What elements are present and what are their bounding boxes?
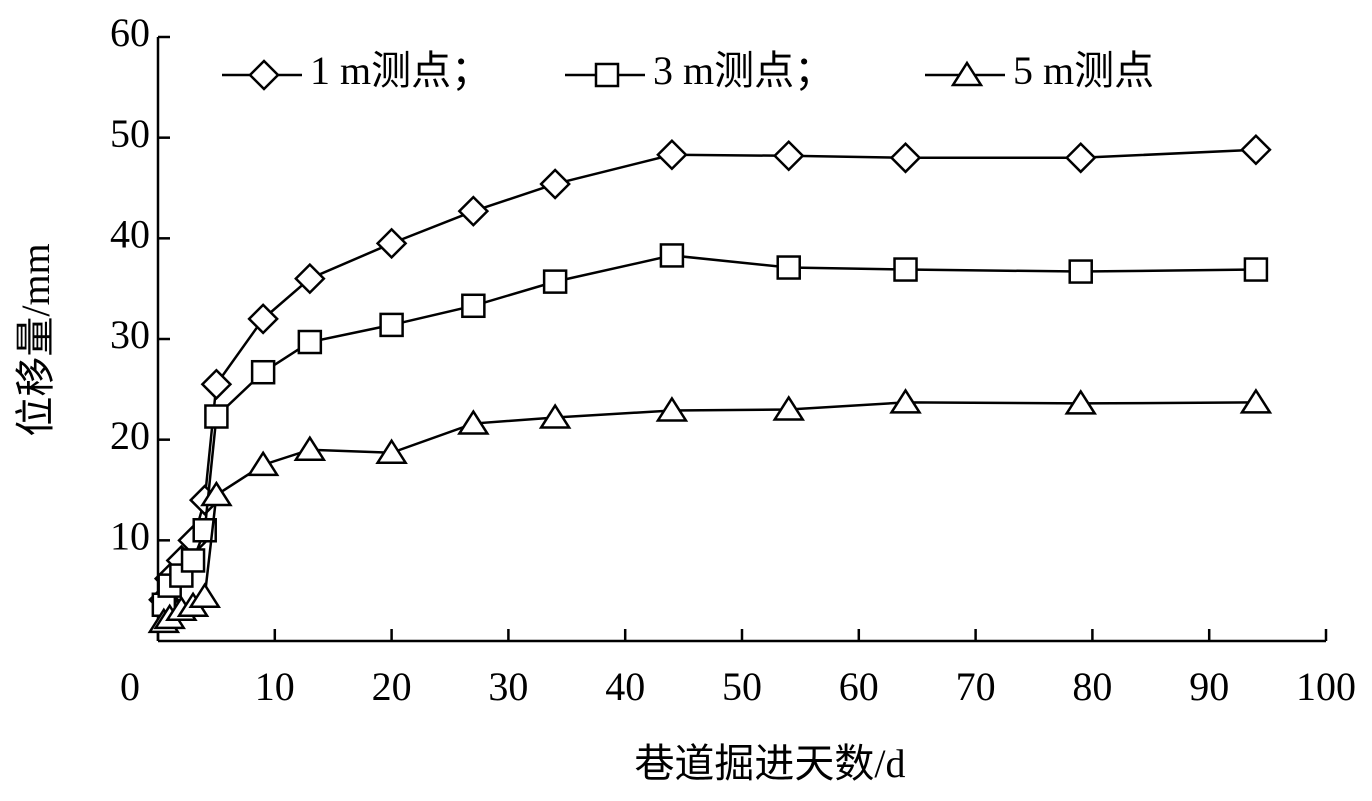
marker — [656, 139, 688, 171]
marker — [655, 396, 689, 422]
x-tick-label: 40 — [605, 664, 645, 709]
marker — [204, 404, 229, 429]
marker — [1064, 389, 1097, 415]
marker — [1240, 133, 1272, 166]
x-tick-label: 80 — [1072, 664, 1112, 709]
marker — [375, 438, 408, 465]
marker — [297, 329, 323, 355]
marker — [542, 269, 568, 294]
y-tick-label: 60 — [110, 10, 150, 55]
x-tick-label: 50 — [722, 664, 762, 709]
marker — [776, 255, 801, 280]
marker — [1243, 257, 1269, 282]
marker — [457, 195, 490, 227]
marker — [461, 293, 486, 319]
marker — [659, 243, 685, 268]
x-tick-label: 90 — [1189, 664, 1229, 709]
marker — [250, 359, 276, 385]
x-tick-label: 10 — [255, 664, 295, 709]
marker — [188, 582, 221, 608]
marker — [457, 409, 490, 435]
marker — [772, 140, 805, 172]
marker — [180, 548, 206, 573]
x-axis-label: 巷道掘进天数/d — [634, 741, 905, 786]
marker — [294, 262, 326, 295]
marker — [200, 368, 233, 401]
marker — [247, 303, 279, 335]
marker — [1064, 142, 1097, 174]
marker — [379, 312, 404, 338]
marker — [1239, 388, 1273, 414]
marker — [893, 257, 918, 282]
series-line — [162, 254, 1256, 606]
marker — [594, 62, 620, 88]
legend-label: 1 m测点； — [310, 48, 491, 93]
x-tick-label: 0 — [120, 664, 140, 709]
y-tick-label: 50 — [110, 111, 150, 156]
y-tick-label: 20 — [110, 413, 150, 458]
legend-label: 3 m测点； — [653, 48, 834, 93]
x-tick-label: 70 — [956, 664, 996, 709]
marker — [375, 227, 408, 260]
y-tick-label: 40 — [110, 212, 150, 257]
y-tick-label: 30 — [110, 312, 150, 357]
marker — [248, 59, 280, 91]
y-tick-label: 10 — [110, 514, 150, 559]
marker — [772, 395, 805, 421]
series-line — [163, 401, 1256, 623]
marker — [538, 403, 572, 429]
y-axis-label: 位移量/mm — [13, 243, 58, 436]
marker — [889, 388, 922, 414]
series-line — [162, 148, 1256, 601]
marker — [1068, 259, 1093, 284]
x-tick-label: 30 — [488, 664, 528, 709]
marker — [889, 142, 922, 174]
marker — [539, 168, 571, 200]
marker — [293, 435, 327, 461]
x-tick-label: 20 — [372, 664, 412, 709]
x-tick-label: 60 — [839, 664, 879, 709]
marker — [246, 450, 280, 477]
x-tick-label: 100 — [1296, 664, 1356, 709]
marker — [192, 518, 217, 543]
marker — [200, 480, 233, 507]
legend-label: 5 m测点 — [1013, 48, 1154, 93]
marker — [950, 60, 984, 87]
